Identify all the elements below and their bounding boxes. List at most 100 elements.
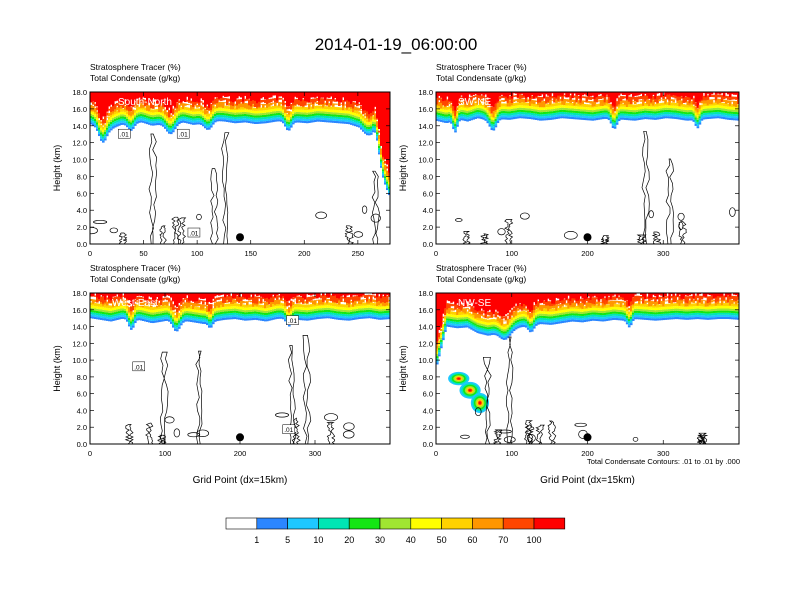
tracer-cell bbox=[108, 312, 111, 315]
tracer-cell bbox=[190, 315, 193, 318]
tracer-cell bbox=[264, 116, 267, 120]
tracer-cell bbox=[158, 319, 161, 323]
tracer-cell bbox=[234, 310, 237, 313]
tracer-cell bbox=[148, 320, 151, 323]
tracer-cell bbox=[438, 350, 441, 353]
tracer-cell bbox=[368, 111, 371, 119]
tracer-cell bbox=[654, 92, 657, 99]
tracer-cell bbox=[438, 97, 441, 101]
tracer-cell bbox=[260, 115, 263, 118]
tracer-cell bbox=[360, 312, 363, 315]
tracer-cell bbox=[704, 114, 708, 118]
tracer-cell bbox=[108, 92, 111, 107]
tracer-cell bbox=[362, 314, 365, 317]
tracer-cell bbox=[188, 115, 191, 118]
tracer-cell bbox=[312, 113, 315, 116]
tracer-cell bbox=[268, 112, 271, 115]
tracer-cell bbox=[138, 304, 141, 308]
tracer-cell bbox=[366, 124, 369, 127]
tracer-cell bbox=[326, 298, 329, 304]
tracer-cell bbox=[94, 121, 97, 124]
tracer-cell bbox=[314, 295, 317, 299]
x-tick-label: 0 bbox=[88, 449, 92, 458]
tracer-cell bbox=[300, 99, 303, 107]
tracer-cell bbox=[106, 112, 109, 116]
tracer-cell bbox=[704, 99, 708, 104]
tracer-cell bbox=[382, 313, 385, 316]
tracer-cell bbox=[310, 309, 313, 312]
tracer-cell bbox=[593, 109, 597, 112]
tracer-cell bbox=[348, 293, 351, 295]
tracer-cell bbox=[292, 104, 295, 109]
tracer-cell bbox=[512, 92, 516, 94]
tracer-cell bbox=[152, 318, 155, 321]
tracer-cell bbox=[382, 175, 385, 178]
tracer-cell bbox=[514, 116, 518, 119]
tracer-cell bbox=[436, 348, 439, 352]
tracer-cell bbox=[640, 109, 643, 112]
tracer-cell bbox=[696, 119, 700, 122]
tracer-cell bbox=[462, 317, 465, 320]
tracer-cell bbox=[370, 111, 373, 117]
tracer-cell bbox=[362, 316, 365, 319]
tracer-cell bbox=[296, 306, 299, 310]
tracer-cell bbox=[478, 102, 482, 106]
tracer-cell bbox=[468, 322, 471, 325]
tracer-cell bbox=[474, 112, 477, 115]
tracer-cell bbox=[174, 124, 177, 128]
tracer-cell bbox=[468, 114, 471, 117]
tracer-cell bbox=[454, 92, 457, 111]
tracer-cell bbox=[160, 112, 163, 115]
tracer-cell bbox=[474, 318, 477, 322]
tracer-cell bbox=[176, 113, 179, 116]
tracer-cell bbox=[104, 116, 107, 124]
tracer-cell bbox=[92, 92, 95, 102]
tracer-cell bbox=[502, 111, 506, 114]
tracer-cell bbox=[601, 106, 605, 109]
y-tick-label: 14.0 bbox=[418, 122, 433, 131]
tracer-cell bbox=[633, 92, 637, 96]
tracer-cell bbox=[244, 120, 247, 123]
tracer-cell bbox=[656, 92, 659, 94]
tracer-cell bbox=[732, 118, 736, 121]
tracer-cell bbox=[356, 103, 359, 107]
contour-cell bbox=[109, 227, 119, 234]
y-tick-label: 16.0 bbox=[72, 105, 87, 114]
tracer-cell bbox=[656, 115, 659, 118]
tracer-cell bbox=[328, 302, 331, 306]
tracer-cell bbox=[242, 106, 245, 110]
tracer-cell bbox=[591, 112, 595, 115]
tracer-cell bbox=[702, 117, 706, 120]
tracer-cell bbox=[334, 303, 337, 307]
tracer-cell bbox=[192, 114, 195, 117]
tracer-cell bbox=[118, 121, 121, 124]
tracer-cell bbox=[310, 300, 313, 303]
tracer-cell bbox=[378, 134, 381, 139]
tracer-cell bbox=[350, 318, 353, 321]
tracer-cell bbox=[438, 117, 441, 120]
tracer-cell bbox=[372, 310, 375, 313]
tracer-cell bbox=[504, 95, 508, 101]
y-tick-label: 14.0 bbox=[72, 122, 87, 131]
tracer-cell bbox=[146, 293, 149, 301]
tracer-cell bbox=[100, 134, 103, 137]
tracer-cell bbox=[722, 108, 726, 111]
tracer-cell bbox=[674, 110, 677, 113]
tracer-cell bbox=[138, 99, 141, 104]
tracer-cell bbox=[306, 92, 309, 102]
tracer-cell bbox=[170, 114, 173, 118]
tracer-cell bbox=[446, 316, 449, 319]
tracer-cell bbox=[118, 315, 121, 318]
tracer-cell bbox=[480, 116, 484, 120]
tracer-cell bbox=[456, 308, 459, 315]
tracer-cell bbox=[112, 297, 115, 301]
tracer-cell bbox=[162, 293, 165, 297]
tracer-cell bbox=[496, 334, 500, 337]
tracer-cell bbox=[720, 110, 724, 113]
tracer-cell bbox=[120, 101, 123, 107]
tracer-cell bbox=[346, 100, 349, 108]
tracer-cell bbox=[722, 106, 726, 109]
tracer-cell bbox=[164, 316, 167, 319]
tracer-cell bbox=[178, 326, 181, 329]
tracer-cell bbox=[384, 317, 387, 320]
